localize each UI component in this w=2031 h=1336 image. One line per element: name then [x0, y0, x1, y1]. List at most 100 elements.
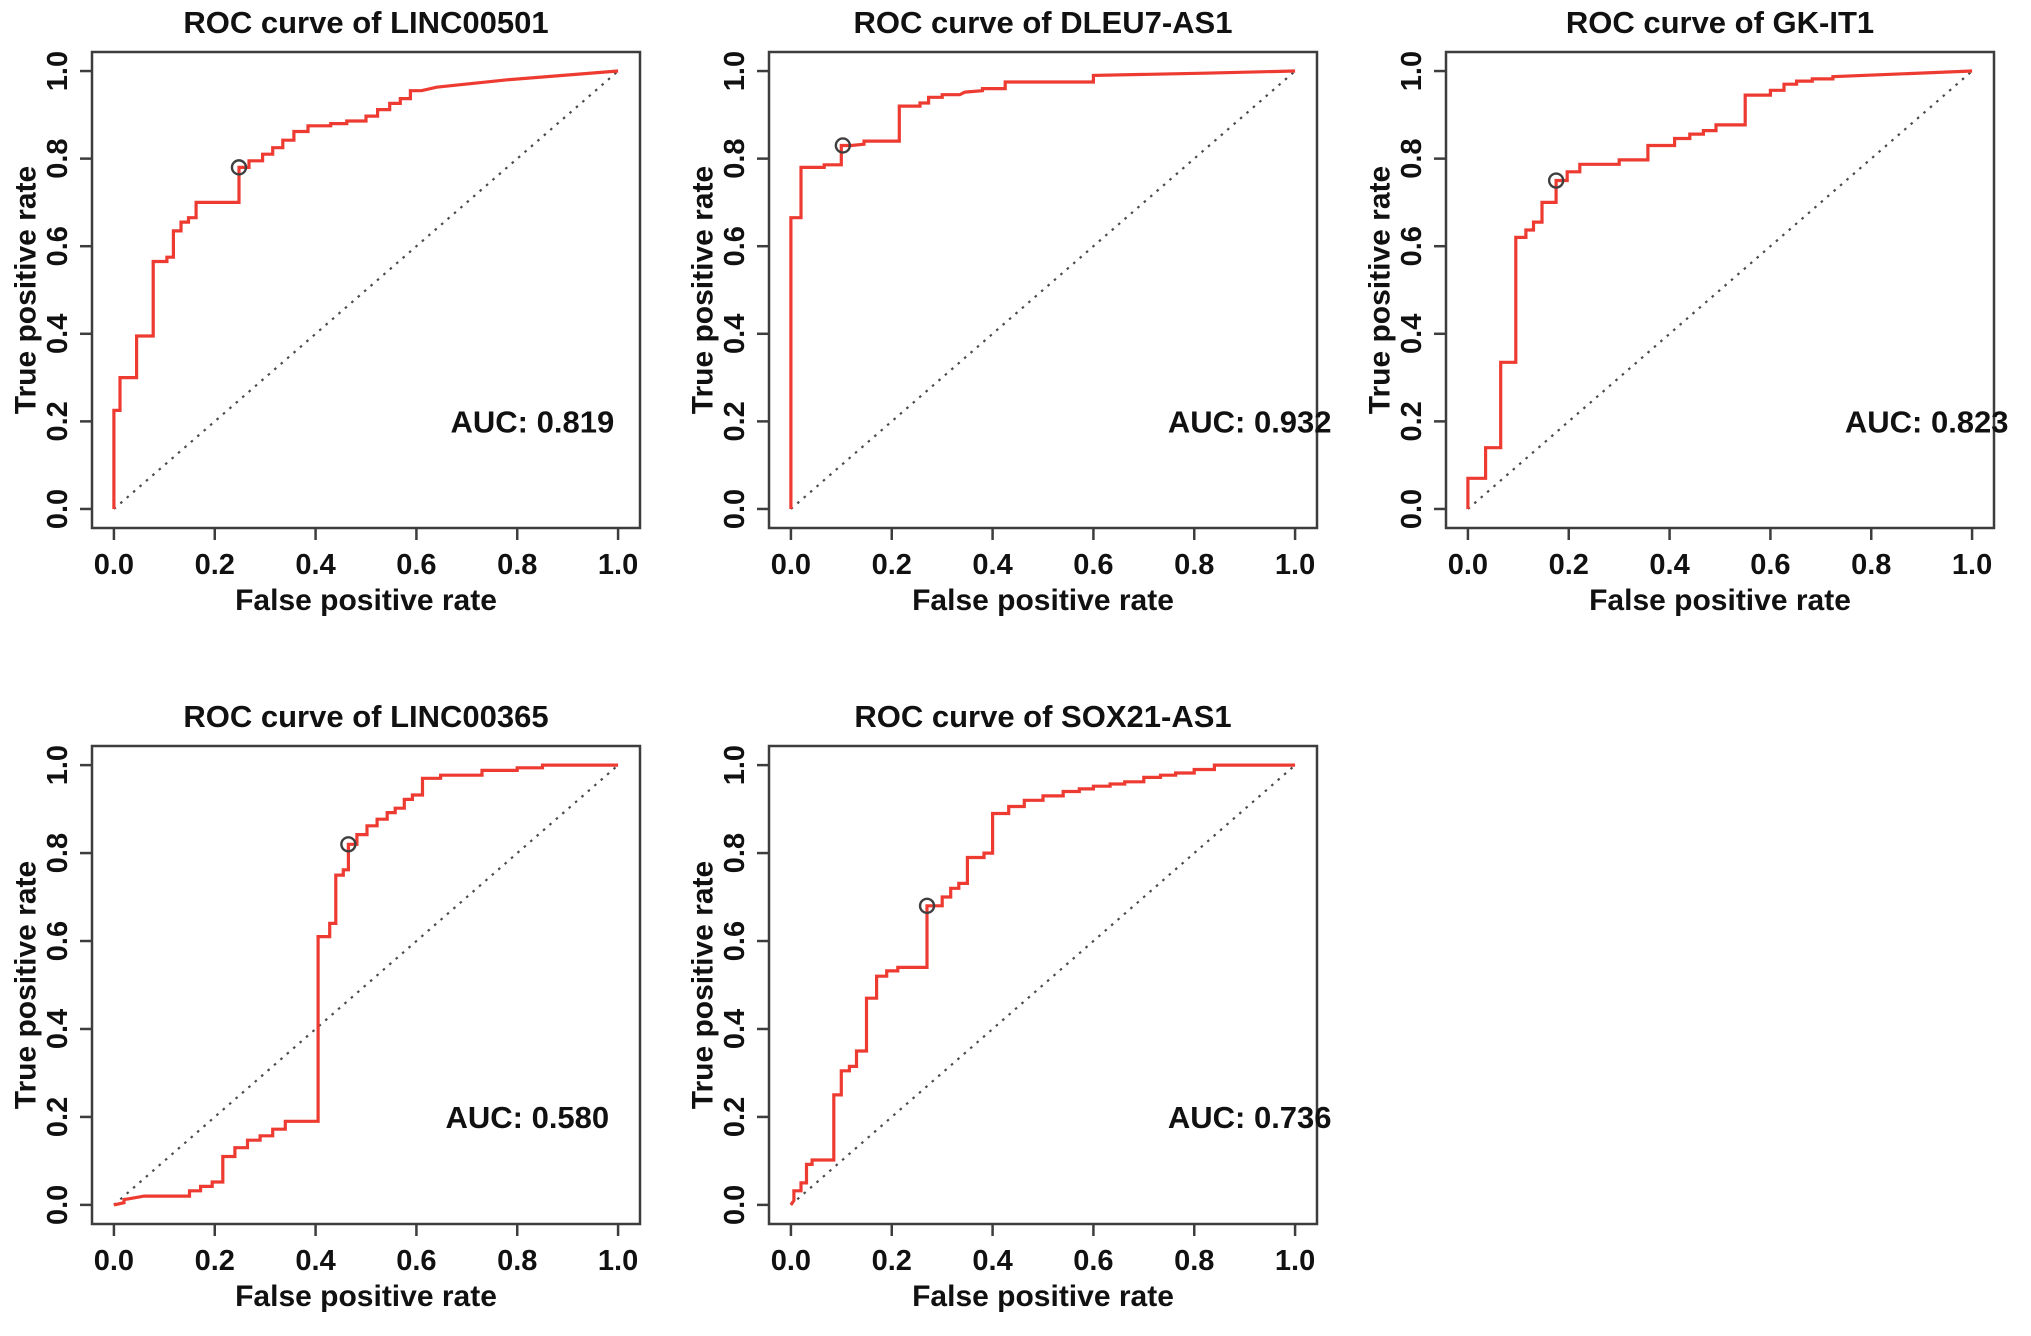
y-axis-label: True positive rate: [10, 166, 43, 414]
y-axis-label: True positive rate: [10, 861, 43, 1109]
x-tick-label: 0.4: [295, 549, 335, 581]
x-axis-label: False positive rate: [235, 584, 497, 617]
x-axis-label: False positive rate: [1589, 584, 1851, 617]
y-tick-label: 0.6: [42, 226, 74, 266]
x-tick-label: 0.0: [94, 549, 134, 581]
x-tick-label: 0.8: [1851, 549, 1891, 581]
x-tick-label: 1.0: [598, 549, 638, 581]
auc-label: AUC: 0.819: [451, 404, 615, 439]
y-tick-label: 0.4: [719, 314, 751, 354]
roc-panel-1: ROC curve of LINC00501 0.0 0.2 0.4 0.6 0.8 1.0…: [0, 0, 677, 668]
x-tick-label: 0.8: [497, 549, 537, 581]
cutoff-marker: [230, 159, 248, 176]
roc-panel-5: ROC curve of SOX21-AS1 0.0 0.2 0.4 0.6 0.8 1.0…: [677, 668, 1354, 1336]
roc-curve: [789, 69, 1296, 509]
y-tick-label: 0.2: [719, 1097, 751, 1137]
y-tick-label: 0.2: [719, 401, 751, 441]
panel-title: ROC curve of GK-IT1: [1566, 5, 1874, 40]
x-tick-label: 0.8: [1174, 1245, 1214, 1277]
y-tick-label: 0.2: [1396, 401, 1428, 441]
y-tick-label: 0.2: [42, 1097, 74, 1137]
cutoff-marker: [834, 137, 852, 154]
x-tick-label: 0.6: [1750, 549, 1790, 581]
diagonal-reference-line: [790, 764, 1296, 1206]
roc-chart-svg-2: ROC curve of DLEU7-AS1 0.0 0.2 0.4 0.6 0.8 1.0…: [687, 5, 1332, 617]
plot-frame: [1444, 50, 1996, 530]
cutoff-marker: [1547, 172, 1565, 189]
cutoff-marker: [340, 836, 357, 853]
roc-curve: [113, 763, 619, 1207]
plot-frame: [767, 744, 1319, 1226]
roc-curve: [789, 763, 1296, 1206]
diagonal-reference-line: [113, 70, 619, 510]
y-tick-label: 0.6: [42, 921, 74, 961]
x-tick-label: 0.0: [94, 1245, 134, 1277]
diagonal-reference-line: [113, 764, 619, 1206]
x-tick-label: 0.4: [1649, 549, 1689, 581]
y-tick-label: 0.8: [1396, 138, 1428, 178]
x-tick-label: 0.2: [195, 549, 235, 581]
y-tick-label: 0.2: [42, 401, 74, 441]
auc-label: AUC: 0.823: [1845, 404, 2009, 439]
y-tick-label: 1.0: [719, 745, 751, 785]
x-tick-label: 0.8: [497, 1245, 537, 1277]
y-tick-label: 0.6: [1396, 226, 1428, 266]
y-tick-label: 0.6: [719, 226, 751, 266]
y-tick-label: 0.4: [1396, 314, 1428, 354]
y-tick-label: 0.8: [42, 833, 74, 873]
x-tick-label: 0.2: [872, 549, 912, 581]
x-axis-label: False positive rate: [912, 1280, 1174, 1313]
y-tick-label: 0.0: [719, 1185, 751, 1225]
y-tick-label: 0.8: [42, 138, 74, 178]
plot-frame: [90, 744, 642, 1226]
x-tick-label: 0.2: [1549, 549, 1589, 581]
x-axis-label: False positive rate: [912, 584, 1174, 617]
x-tick-label: 0.4: [295, 1245, 335, 1277]
y-tick-label: 1.0: [1396, 51, 1428, 91]
x-tick-label: 1.0: [598, 1245, 638, 1277]
x-tick-label: 0.8: [1174, 549, 1214, 581]
x-axis-label: False positive rate: [235, 1280, 497, 1313]
panel-title: ROC curve of DLEU7-AS1: [854, 5, 1233, 40]
x-tick-label: 0.6: [1073, 1245, 1113, 1277]
y-axis-label: True positive rate: [687, 166, 720, 414]
x-tick-label: 0.4: [972, 1245, 1012, 1277]
x-tick-label: 0.0: [1448, 549, 1488, 581]
y-tick-label: 0.0: [719, 489, 751, 529]
roc-panel-2: ROC curve of DLEU7-AS1 0.0 0.2 0.4 0.6 0.8 1.0…: [677, 0, 1354, 668]
cutoff-marker: [918, 897, 936, 915]
auc-label: AUC: 0.736: [1168, 1100, 1332, 1135]
roc-chart-svg-3: ROC curve of GK-IT1 0.0 0.2 0.4 0.6 0.8 1.0 0.0…: [1364, 5, 2009, 617]
panel-title: ROC curve of SOX21-AS1: [854, 699, 1231, 734]
x-tick-label: 0.0: [771, 1245, 811, 1277]
y-tick-label: 1.0: [42, 51, 74, 91]
y-tick-label: 0.4: [42, 314, 74, 354]
y-tick-label: 0.0: [1396, 489, 1428, 529]
roc-chart-svg-5: ROC curve of SOX21-AS1 0.0 0.2 0.4 0.6 0.8 1.0…: [687, 699, 1332, 1313]
y-axis-label: True positive rate: [687, 861, 720, 1109]
x-tick-label: 0.6: [396, 549, 436, 581]
y-tick-label: 0.6: [719, 921, 751, 961]
auc-label: AUC: 0.932: [1168, 404, 1332, 439]
panel-title: ROC curve of LINC00365: [183, 699, 548, 734]
x-tick-label: 0.6: [396, 1245, 436, 1277]
x-tick-label: 0.4: [972, 549, 1012, 581]
x-tick-label: 1.0: [1275, 549, 1315, 581]
y-tick-label: 0.8: [719, 138, 751, 178]
plot-frame: [767, 50, 1319, 530]
y-tick-label: 0.0: [42, 489, 74, 529]
y-tick-label: 1.0: [719, 51, 751, 91]
y-axis-label: True positive rate: [1364, 166, 1397, 414]
y-tick-label: 0.4: [719, 1009, 751, 1049]
diagonal-reference-line: [1467, 70, 1973, 510]
roc-chart-svg-4: ROC curve of LINC00365 0.0 0.2 0.4 0.6 0.8 1.0…: [10, 699, 642, 1313]
x-tick-label: 0.2: [872, 1245, 912, 1277]
roc-panel-4: ROC curve of LINC00365 0.0 0.2 0.4 0.6 0.8 1.0…: [0, 668, 677, 1336]
roc-panel-3: ROC curve of GK-IT1 0.0 0.2 0.4 0.6 0.8 1.0 0.0…: [1354, 0, 2031, 668]
roc-curve: [1466, 69, 1973, 509]
y-tick-label: 1.0: [42, 745, 74, 785]
x-tick-label: 1.0: [1952, 549, 1992, 581]
x-tick-label: 1.0: [1275, 1245, 1315, 1277]
plot-frame: [90, 50, 642, 530]
